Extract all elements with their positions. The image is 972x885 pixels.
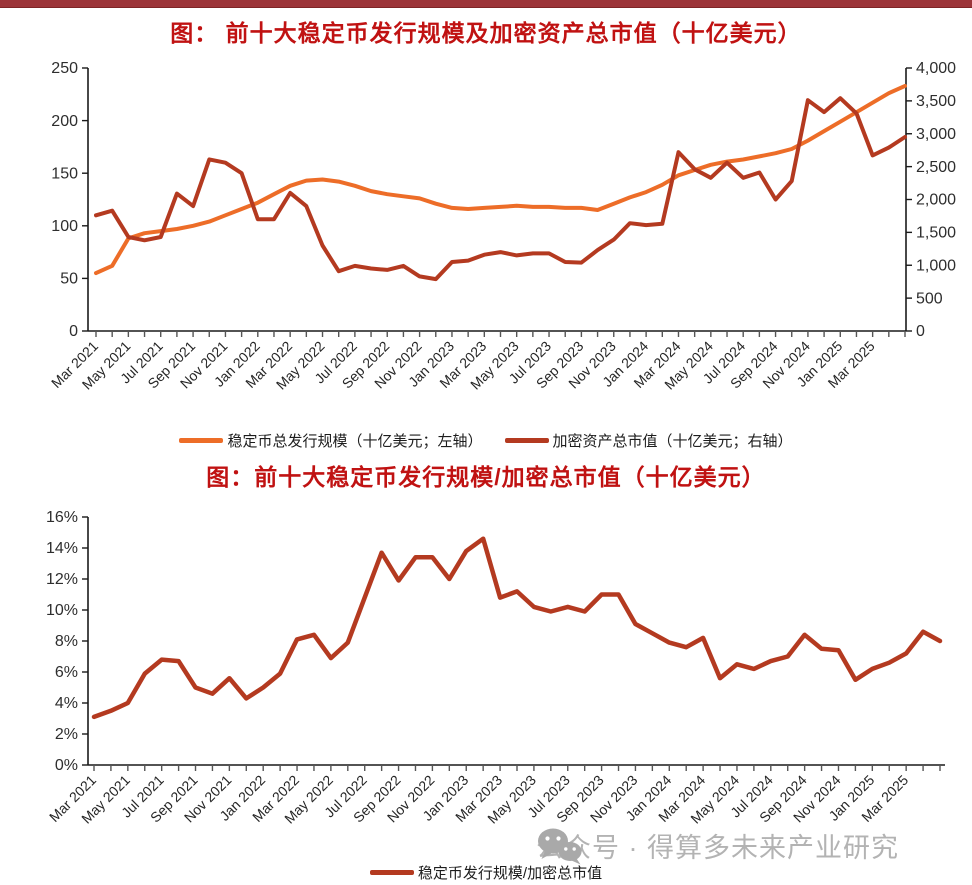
y-axis-tick-label: 100 xyxy=(51,218,78,235)
chart1-legend: 稳定币总发行规模（十亿美元；左轴） 加密资产总市值（十亿美元；右轴） xyxy=(0,430,972,451)
right-axis-tick-label: 1,000 xyxy=(916,257,956,274)
y-axis-tick-label: 4% xyxy=(55,695,78,712)
y-axis-tick-label: 6% xyxy=(55,664,78,681)
crypto-line-swatch xyxy=(504,438,549,443)
y-axis-tick-label: 12% xyxy=(46,571,78,588)
chart2-title: 图：前十大稳定币发行规模/加密总市值（十亿美元） xyxy=(206,464,766,490)
right-axis-tick-label: 2,500 xyxy=(916,159,956,176)
y-axis-tick-label: 2% xyxy=(55,726,78,743)
chart1-legend-label-stablecoin: 稳定币总发行规模（十亿美元；左轴） xyxy=(227,433,483,450)
right-axis-tick-label: 0 xyxy=(916,323,925,340)
chart1-legend-item-stablecoin: 稳定币总发行规模（十亿美元；左轴） xyxy=(179,430,483,451)
watermark-text: 公众号 · 得算多未来产业研究 xyxy=(536,833,899,863)
chart1-title: 图： 前十大稳定币发行规模及加密资产总市值（十亿美元） xyxy=(170,20,802,46)
ratio-line-swatch xyxy=(369,870,414,875)
right-axis-tick-label: 1,500 xyxy=(916,225,956,242)
right-axis-tick-label: 500 xyxy=(916,290,943,307)
top-accent-bar xyxy=(0,0,972,8)
chart2-legend-label-ratio: 稳定币发行规模/加密总市值 xyxy=(417,865,603,882)
y-axis-tick-label: 16% xyxy=(46,509,78,526)
right-axis-tick-label: 2,000 xyxy=(916,192,956,209)
y-axis-tick-label: 200 xyxy=(51,113,78,130)
y-axis-tick-label: 10% xyxy=(46,602,78,619)
chart1-legend-label-crypto: 加密资产总市值（十亿美元；右轴） xyxy=(552,433,793,450)
y-axis-tick-label: 150 xyxy=(51,165,78,182)
y-axis-tick-label: 0% xyxy=(55,757,78,774)
chart1-canvas: 2502001501005004,0003,5003,0002,5002,000… xyxy=(48,60,956,392)
chart1-legend-item-crypto: 加密资产总市值（十亿美元；右轴） xyxy=(504,430,793,451)
chart2-legend: 稳定币发行规模/加密总市值 xyxy=(0,862,972,883)
y-axis-tick-label: 50 xyxy=(60,271,78,288)
series-line-0 xyxy=(94,83,907,276)
y-axis-tick-label: 14% xyxy=(46,540,78,557)
series-line-0 xyxy=(91,536,943,720)
stablecoin-line-swatch xyxy=(179,438,224,443)
series-line-1 xyxy=(94,96,907,282)
right-axis-tick-label: 3,000 xyxy=(916,126,956,143)
y-axis-tick-label: 8% xyxy=(55,633,78,650)
y-axis-tick-label: 250 xyxy=(51,60,78,77)
right-axis-tick-label: 4,000 xyxy=(916,60,956,77)
chart2-legend-item-ratio: 稳定币发行规模/加密总市值 xyxy=(369,862,603,883)
y-axis-tick-label: 0 xyxy=(69,323,78,340)
right-axis-tick-label: 3,500 xyxy=(916,93,956,110)
watermark: 公众号 · 得算多未来产业研究 xyxy=(536,826,899,865)
wechat-icon xyxy=(538,828,582,864)
